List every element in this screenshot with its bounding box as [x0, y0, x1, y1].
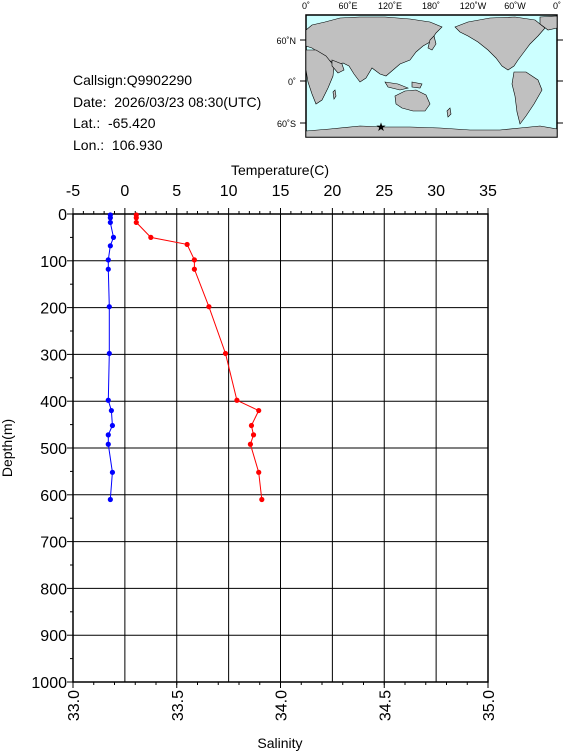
depth-tick-label: 300	[40, 347, 67, 364]
latitude-text: Lat.: -65.420	[73, 115, 156, 131]
temperature-data-point	[133, 215, 139, 221]
salinity-tick-label: 34.0	[274, 690, 291, 721]
map-lon-label: 0˚	[302, 1, 310, 11]
salinity-data-point	[105, 441, 111, 447]
salinity-data-point	[107, 496, 113, 503]
temperature-data-point	[133, 219, 139, 226]
temperature-data-point	[259, 496, 265, 503]
map-longitude-labels: 0˚ 60˚E 120˚E 180˚ 120˚W 60˚W 0˚	[302, 1, 561, 11]
depth-axis-label: Depth(m)	[0, 419, 15, 477]
salinity-data-point	[106, 350, 112, 357]
salinity-data-point	[107, 219, 113, 226]
temperature-data-point	[256, 469, 262, 475]
salinity-profile-line	[107, 214, 115, 500]
depth-tick-label: 100	[40, 254, 67, 271]
salinity-tick-label: 35.0	[481, 690, 498, 721]
salinity-tick-labels: 33.0 33.5 34.0 34.5 35.0	[66, 690, 498, 721]
salinity-axis-label: Salinity	[257, 735, 302, 751]
depth-tick-label: 600	[40, 488, 67, 505]
temperature-tick-label: 15	[272, 183, 290, 200]
callsign-text: Callsign:Q9902290	[73, 72, 193, 88]
salinity-data-point	[105, 266, 111, 272]
map-lon-label: 120˚E	[378, 1, 402, 11]
temperature-data-point	[184, 241, 190, 248]
map-lat-label: 0˚	[288, 77, 296, 87]
temperature-axis-label: Temperature(C)	[231, 162, 329, 178]
temperature-data-point	[250, 432, 257, 438]
map-lon-label: 180˚	[422, 1, 440, 11]
depth-tick-label: 800	[40, 581, 67, 598]
map-lat-ticks	[300, 39, 563, 124]
salinity-data-point	[105, 432, 111, 438]
temperature-profile-line	[135, 214, 263, 500]
location-map: 0˚ 60˚E 120˚E 180˚ 120˚W 60˚W 0˚ 60˚N 0˚…	[276, 1, 563, 138]
chart-minor-ticks	[67, 208, 489, 688]
map-lon-label: 60˚E	[338, 1, 357, 11]
salinity-data-point	[107, 215, 113, 221]
map-lon-label: 120˚W	[460, 1, 487, 11]
salinity-data-point	[108, 407, 114, 414]
depth-tick-labels: 0 100 200 300 400 500 600 700 800 900 1000	[31, 207, 67, 692]
depth-tick-label: 1000	[31, 675, 67, 692]
salinity-data-point	[109, 422, 116, 429]
float-info: Callsign:Q9902290 Date: 2026/03/23 08:30…	[73, 70, 261, 156]
temperature-data-point	[206, 304, 212, 310]
temperature-tick-label: 35	[479, 183, 497, 200]
map-lat-label: 60˚S	[277, 119, 296, 129]
map-lon-label: 60˚W	[504, 1, 526, 11]
temperature-data-point	[148, 234, 154, 240]
depth-tick-label: 400	[40, 394, 67, 411]
salinity-tick-label: 33.5	[170, 690, 187, 721]
temperature-data-point	[248, 422, 255, 429]
temperature-tick-label: -5	[66, 183, 80, 200]
temperature-tick-label: 25	[375, 183, 393, 200]
depth-tick-label: 0	[58, 207, 67, 224]
chart-grid	[72, 213, 489, 683]
temperature-data-point	[247, 441, 254, 447]
depth-tick-label: 700	[40, 535, 67, 552]
salinity-data-point	[107, 243, 113, 249]
temperature-tick-label: 30	[427, 183, 445, 200]
salinity-data-point	[109, 469, 116, 475]
temperature-tick-label: 0	[120, 183, 129, 200]
depth-tick-label: 200	[40, 301, 67, 318]
salinity-data-point	[110, 234, 117, 240]
temperature-data-point	[191, 257, 197, 263]
depth-tick-label: 500	[40, 441, 67, 458]
temperature-data-point	[191, 266, 197, 272]
temperature-tick-label: 10	[220, 183, 238, 200]
date-text: Date: 2026/03/23 08:30(UTC)	[73, 93, 262, 110]
map-latitude-labels: 60˚N 0˚ 60˚S	[276, 36, 296, 129]
temperature-data-point	[222, 350, 229, 357]
float-location-star-icon: ★	[376, 120, 387, 134]
temperature-tick-labels: -5 0 5 10 15 20 25 30 35	[66, 183, 497, 200]
chart-series	[105, 212, 265, 503]
map-lon-label: 0˚	[553, 1, 561, 11]
temperature-data-point	[234, 397, 240, 403]
map-lat-label: 60˚N	[276, 36, 296, 46]
salinity-data-point	[105, 397, 111, 403]
longitude-text: Lon.: 106.930	[73, 136, 163, 153]
map-land	[305, 15, 558, 138]
salinity-data-point	[106, 304, 112, 310]
salinity-tick-label: 34.5	[377, 690, 394, 721]
salinity-data-point	[105, 257, 111, 263]
salinity-tick-label: 33.0	[66, 690, 83, 721]
temperature-tick-label: 5	[172, 183, 181, 200]
depth-tick-label: 900	[40, 628, 67, 645]
temperature-tick-label: 20	[323, 183, 341, 200]
temperature-data-point	[256, 407, 262, 414]
